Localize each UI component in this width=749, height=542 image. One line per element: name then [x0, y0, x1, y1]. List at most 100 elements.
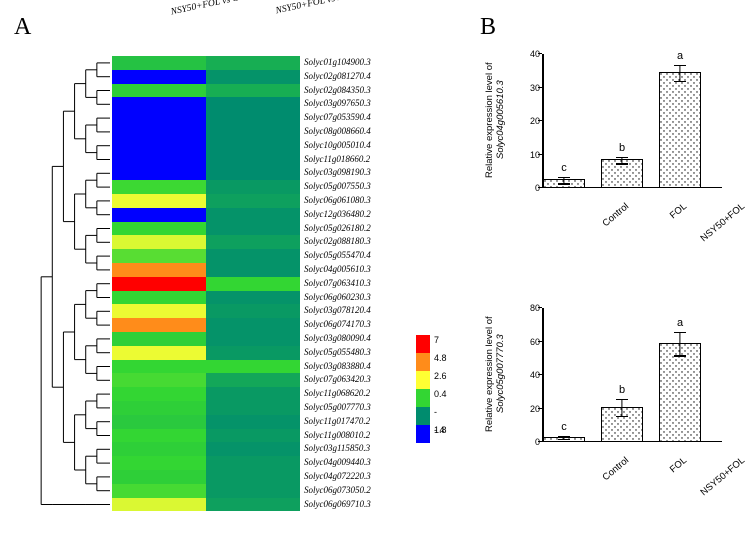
heatmap-cell [206, 263, 300, 277]
heatmap-cell [112, 235, 206, 249]
figure-root: A B NSY50+FOL vs Control NSY50+FOL vs FO… [0, 0, 749, 542]
heatmap-row-label: Solyc05g055470.4 [304, 249, 371, 263]
heatmap-row-label: Solyc11g068620.2 [304, 387, 371, 401]
heatmap-cell [206, 125, 300, 139]
heatmap-cell [112, 97, 206, 111]
y-tick-label: 60 [528, 337, 540, 347]
panel-label-b: B [480, 14, 496, 41]
heatmap-cell [112, 304, 206, 318]
heatmap-cell [112, 291, 206, 305]
heatmap-row-label: Solyc06g074170.3 [304, 318, 371, 332]
heatmap: Solyc01g104900.3Solyc02g081270.4Solyc02g… [112, 56, 371, 511]
heatmap-row-label: Solyc03g115850.3 [304, 442, 371, 456]
heatmap-cell [112, 373, 206, 387]
heatmap-row-label: Solyc11g008010.2 [304, 429, 371, 443]
x-category-label: FOL [636, 201, 689, 248]
heatmap-row-label: Solyc05g055480.3 [304, 346, 371, 360]
legend-tick-label: - 1.8 [434, 403, 447, 421]
heatmap-row-label: Solyc05g007550.3 [304, 180, 371, 194]
heatmap-cell [206, 208, 300, 222]
x-category-label: Control [578, 455, 631, 502]
dendrogram [30, 56, 110, 511]
heatmap-cell [206, 304, 300, 318]
heatmap-cell [112, 111, 206, 125]
heatmap-cell [112, 442, 206, 456]
y-tick-label: 0 [528, 437, 540, 447]
color-scale-legend: 74.82.60.4- 1.8- 4 [416, 335, 430, 443]
heatmap-row-label: Solyc03g098190.3 [304, 166, 371, 180]
x-category-label: FOL [636, 455, 689, 502]
heatmap-cell [206, 360, 300, 374]
heatmap-cell [206, 277, 300, 291]
heatmap-cell [112, 484, 206, 498]
heatmap-cell [206, 291, 300, 305]
heatmap-row-label: Solyc03g083880.4 [304, 360, 371, 374]
heatmap-cell [112, 318, 206, 332]
heatmap-cell [206, 429, 300, 443]
legend-tick-label: 2.6 [434, 367, 447, 385]
heatmap-row-label: Solyc02g084350.3 [304, 84, 371, 98]
heatmap-row-label: Solyc02g088180.3 [304, 235, 371, 249]
heatmap-col-header-2: NSY50+FOL vs FOL [275, 0, 356, 16]
heatmap-cell [206, 401, 300, 415]
barchart-gene-2: Relative expression level of Solyc05g007… [498, 298, 728, 488]
heatmap-cell [112, 387, 206, 401]
heatmap-cell [206, 153, 300, 167]
heatmap-cell [112, 401, 206, 415]
y-tick-label: 10 [528, 150, 540, 160]
legend-swatch [416, 389, 430, 407]
heatmap-cell [112, 346, 206, 360]
x-category-label: NSY50+FOL [694, 201, 747, 248]
heatmap-cell [206, 470, 300, 484]
heatmap-row-label: Solyc11g018660.2 [304, 153, 371, 167]
heatmap-row-label: Solyc05g007770.3 [304, 401, 371, 415]
heatmap-cell [206, 194, 300, 208]
heatmap-cell [206, 222, 300, 236]
heatmap-row-label: Solyc06g073050.2 [304, 484, 371, 498]
heatmap-row-label: Solyc07g063420.3 [304, 373, 371, 387]
legend-swatch [416, 371, 430, 389]
heatmap-cell [206, 415, 300, 429]
y-tick-label: 80 [528, 303, 540, 313]
heatmap-cell [206, 180, 300, 194]
heatmap-row-label: Solyc06g060230.3 [304, 291, 371, 305]
legend-tick-label: 7 [434, 331, 447, 349]
heatmap-row-label: Solyc11g017470.2 [304, 415, 371, 429]
heatmap-row-label: Solyc05g026180.2 [304, 222, 371, 236]
heatmap-cell [112, 70, 206, 84]
heatmap-cell [112, 249, 206, 263]
heatmap-cell [206, 84, 300, 98]
heatmap-cell [206, 318, 300, 332]
heatmap-cell [112, 429, 206, 443]
heatmap-row-label: Solyc07g053590.4 [304, 111, 371, 125]
barchart-gene-1: Relative expression level of Solyc04g005… [498, 44, 728, 234]
heatmap-cell [206, 70, 300, 84]
legend-tick-label: 0.4 [434, 385, 447, 403]
heatmap-cell [206, 373, 300, 387]
y-tick-label: 40 [528, 49, 540, 59]
panel-label-a: A [14, 14, 31, 41]
heatmap-cell [112, 84, 206, 98]
legend-tick-label: 4.8 [434, 349, 447, 367]
heatmap-cell [112, 277, 206, 291]
heatmap-row-label: Solyc08g008660.4 [304, 125, 371, 139]
heatmap-row-label: Solyc04g005610.3 [304, 263, 371, 277]
legend-swatch [416, 425, 430, 443]
heatmap-cell [206, 235, 300, 249]
x-category-label: NSY50+FOL [694, 455, 747, 502]
heatmap-cell [112, 139, 206, 153]
heatmap-cell [206, 484, 300, 498]
heatmap-row-label: Solyc01g104900.3 [304, 56, 371, 70]
legend-swatch [416, 407, 430, 425]
heatmap-cell [206, 332, 300, 346]
heatmap-cell [206, 346, 300, 360]
heatmap-row-labels: Solyc01g104900.3Solyc02g081270.4Solyc02g… [304, 56, 371, 511]
y-tick-label: 40 [528, 370, 540, 380]
heatmap-cell [112, 125, 206, 139]
legend-swatch [416, 353, 430, 371]
heatmap-cell [112, 498, 206, 512]
heatmap-row-label: Solyc12g036480.2 [304, 208, 371, 222]
heatmap-cell [112, 194, 206, 208]
heatmap-row-label: Solyc06g069710.3 [304, 498, 371, 512]
heatmap-cell [112, 222, 206, 236]
